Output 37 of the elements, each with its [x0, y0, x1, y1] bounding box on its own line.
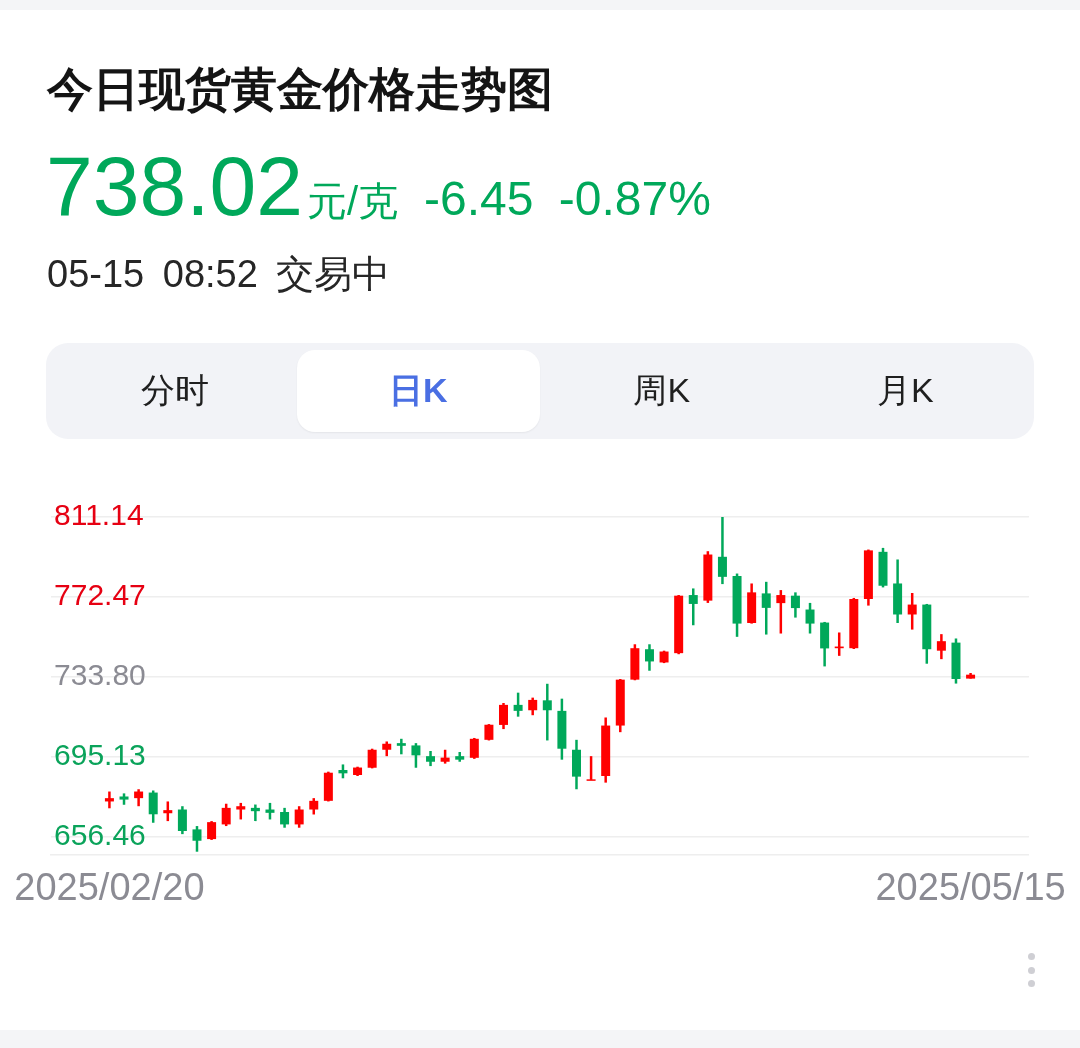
x-tick-label: 2025/05/15: [875, 865, 1066, 908]
candlestick: [688, 587, 698, 627]
candlestick: [411, 741, 421, 769]
chart-subtitle: 738.02元/克 -6.45 -0.87%: [46, 139, 711, 233]
y-tick-label: 733.80: [54, 658, 146, 692]
candlestick: [542, 682, 552, 742]
y-tick-label: 656.46: [54, 818, 146, 852]
candlestick: [790, 591, 800, 619]
candlestick: [148, 789, 158, 825]
candlestick: [644, 643, 654, 672]
y-tick-label: 695.13: [54, 738, 146, 772]
candlestick: [221, 802, 231, 828]
candlestick: [936, 632, 946, 661]
candlestick: [776, 588, 786, 635]
candlestick: [280, 806, 290, 829]
candlestick: [761, 580, 771, 636]
tab-bar: 分时 日K 周K 月K: [46, 343, 1034, 439]
candlestick: [717, 515, 727, 586]
y-tick-label: 811.14: [54, 498, 144, 532]
candlestick: [396, 737, 406, 756]
candlestick: [513, 691, 523, 718]
candlestick: [177, 804, 187, 836]
candlestick: [907, 591, 917, 631]
chart-title: 今日现货黄金价格走势图: [47, 62, 553, 117]
candlestick: [499, 701, 509, 731]
candlestick: [192, 824, 202, 853]
text: 05-15 08:52 交易中: [47, 252, 391, 296]
candlestick: [805, 601, 815, 635]
x-tick-label: 2025/02/20: [14, 865, 205, 908]
y-tick-label: 772.47: [54, 578, 146, 612]
candlestick: [104, 790, 114, 810]
candlestick: [163, 800, 173, 823]
candlestick: [469, 736, 479, 761]
candlestick: [586, 754, 596, 782]
candlestick: [294, 804, 304, 829]
candlestick: [250, 803, 260, 823]
candlestick: [207, 819, 217, 842]
